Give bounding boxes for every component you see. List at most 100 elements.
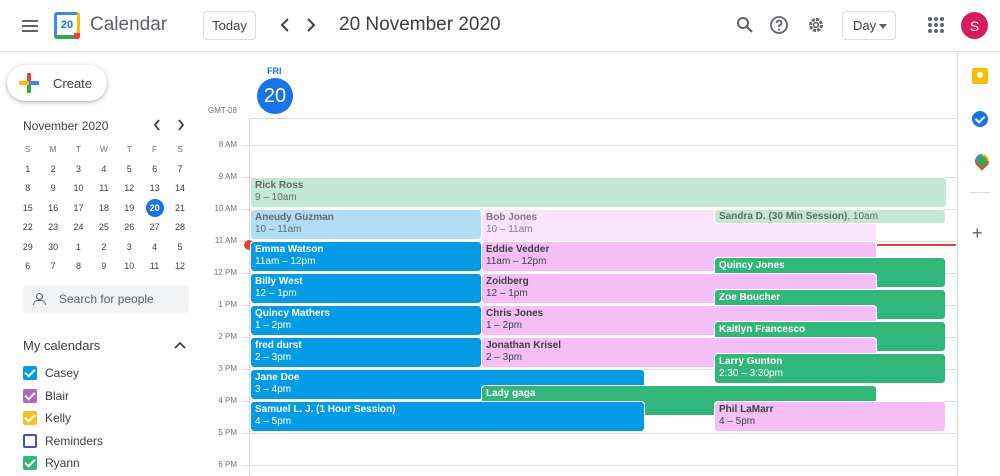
mini-day[interactable]: 26: [117, 218, 142, 238]
mini-next-month-button[interactable]: [174, 118, 188, 134]
calendar-checkbox[interactable]: [23, 456, 37, 471]
mini-prev-month-button[interactable]: [150, 118, 164, 134]
mini-day[interactable]: 12: [167, 257, 192, 277]
add-icon[interactable]: +: [972, 223, 983, 243]
calendar-checkbox[interactable]: [23, 366, 37, 381]
calendar-event[interactable]: Aneudy Guzman 10 – 11am: [250, 209, 482, 240]
mini-day[interactable]: 11: [142, 257, 167, 277]
keep-icon[interactable]: [972, 68, 988, 84]
search-people-input[interactable]: Search for people: [23, 285, 189, 313]
chevron-up-icon[interactable]: [174, 338, 186, 352]
tasks-icon[interactable]: [972, 111, 988, 127]
mini-day[interactable]: 10: [66, 179, 91, 199]
calendar-item[interactable]: Blair: [23, 385, 103, 408]
mini-day[interactable]: 6: [142, 160, 167, 180]
mini-day[interactable]: 3: [66, 160, 91, 180]
apps-icon[interactable]: [928, 17, 944, 33]
mini-day[interactable]: 2: [91, 238, 116, 258]
app-title[interactable]: Calendar: [90, 14, 168, 35]
day-number[interactable]: 20: [257, 78, 293, 114]
help-icon[interactable]: [768, 14, 790, 36]
mini-day[interactable]: 17: [66, 199, 91, 219]
mini-day[interactable]: 4: [91, 160, 116, 180]
view-select[interactable]: Day: [842, 11, 896, 40]
calendar-event[interactable]: Jane Doe 3 – 4pm: [250, 369, 645, 400]
search-icon[interactable]: [734, 14, 756, 36]
calendar-event[interactable]: Rick Ross 9 – 10am: [250, 177, 947, 208]
event-title: Bob Jones: [486, 212, 538, 223]
calendar-event[interactable]: Quincy Mathers 1 – 2pm: [250, 305, 482, 336]
mini-week-row: 29 30 1 2 3 4 5: [15, 238, 193, 258]
mini-day[interactable]: 29: [15, 238, 40, 258]
menu-icon[interactable]: [14, 10, 46, 42]
mini-day[interactable]: 8: [66, 257, 91, 277]
mini-day[interactable]: 23: [40, 218, 65, 238]
mini-day-number: 3: [75, 163, 81, 174]
mini-day-number: 12: [124, 183, 135, 193]
mini-day-number: 2: [101, 241, 107, 252]
mini-day[interactable]: 19: [117, 199, 142, 219]
mini-day[interactable]: 7: [167, 160, 192, 180]
my-calendars-title[interactable]: My calendars: [23, 338, 101, 353]
calendar-logo[interactable]: 20: [54, 12, 80, 39]
calendar-event[interactable]: Phil LaMarr 4 – 5pm: [714, 401, 946, 432]
mini-day[interactable]: 3: [117, 238, 142, 258]
calendar-checkbox[interactable]: [23, 388, 37, 403]
event-title: Sandra D. (30 Min Session): [719, 211, 848, 222]
calendar-event[interactable]: Emma Watson 11am – 12pm: [250, 241, 482, 272]
mini-day[interactable]: 28: [167, 218, 192, 238]
mini-day[interactable]: 10: [117, 257, 142, 277]
maps-icon[interactable]: [972, 154, 988, 170]
day-grid[interactable]: Rick Ross 9 – 10am Aneudy Guzman 10 – 11am B…: [242, 118, 956, 476]
next-day-button[interactable]: [300, 14, 322, 36]
mini-day[interactable]: 24: [66, 218, 91, 238]
calendar-item[interactable]: Ryann: [23, 452, 103, 475]
mini-day[interactable]: 25: [91, 218, 116, 238]
mini-day[interactable]: 21: [167, 199, 192, 219]
mini-day[interactable]: 20: [142, 198, 167, 219]
gear-icon[interactable]: [805, 14, 827, 36]
mini-day[interactable]: 12: [117, 179, 142, 199]
calendar-checkbox[interactable]: [23, 411, 37, 426]
mini-day[interactable]: 11: [91, 179, 116, 199]
calendar-event[interactable]: fred durst 2 – 3pm: [250, 337, 482, 368]
mini-calendar: S M T W T F S 1 2 3 4 5 6 7 8 9 10 11 12 13 14 15 16 17 1…: [15, 140, 193, 277]
mini-day[interactable]: 27: [142, 218, 167, 238]
calendar-item[interactable]: Kelly: [23, 407, 103, 430]
mini-day[interactable]: 9: [91, 257, 116, 277]
mini-day-number: 16: [48, 202, 59, 213]
today-button[interactable]: Today: [203, 11, 256, 40]
calendar-event[interactable]: Billy West 12 – 1pm: [250, 273, 482, 304]
mini-day[interactable]: 4: [142, 238, 167, 258]
mini-day[interactable]: 30: [40, 238, 65, 258]
mini-day-number: 18: [98, 202, 109, 213]
create-button[interactable]: Create: [7, 65, 107, 101]
calendar-checkbox[interactable]: [23, 433, 37, 448]
prev-day-button[interactable]: [274, 14, 296, 36]
mini-day[interactable]: 5: [167, 238, 192, 258]
mini-day[interactable]: 1: [66, 238, 91, 258]
calendar-item[interactable]: Reminders: [23, 430, 103, 453]
mini-day-number: 9: [101, 261, 107, 271]
mini-day[interactable]: 9: [40, 179, 65, 199]
mini-day[interactable]: 13: [142, 179, 167, 199]
event-title: Chris Jones: [486, 308, 544, 319]
mini-day[interactable]: 7: [40, 257, 65, 277]
mini-day[interactable]: 22: [15, 218, 40, 238]
mini-day[interactable]: 8: [15, 179, 40, 199]
event-title: Zoidberg: [486, 276, 529, 287]
mini-day[interactable]: 6: [15, 257, 40, 277]
calendar-event[interactable]: Chris Jones 1 – 2pm: [481, 305, 877, 336]
mini-day[interactable]: 1: [15, 160, 40, 180]
mini-day[interactable]: 15: [15, 199, 40, 219]
avatar[interactable]: S: [961, 12, 988, 39]
mini-day[interactable]: 16: [40, 199, 65, 219]
mini-day[interactable]: 18: [91, 199, 116, 219]
mini-day[interactable]: 14: [167, 179, 192, 199]
calendar-event[interactable]: Larry Gunton 2:30 – 3:30pm: [714, 353, 946, 384]
calendar-event[interactable]: Sandra D. (30 Min Session), 10am: [714, 209, 946, 224]
mini-day[interactable]: 5: [117, 160, 142, 180]
calendar-event[interactable]: Samuel L. J. (1 Hour Session) 4 – 5pm: [250, 401, 645, 432]
mini-day[interactable]: 2: [40, 160, 65, 180]
calendar-item[interactable]: Casey: [23, 362, 103, 385]
